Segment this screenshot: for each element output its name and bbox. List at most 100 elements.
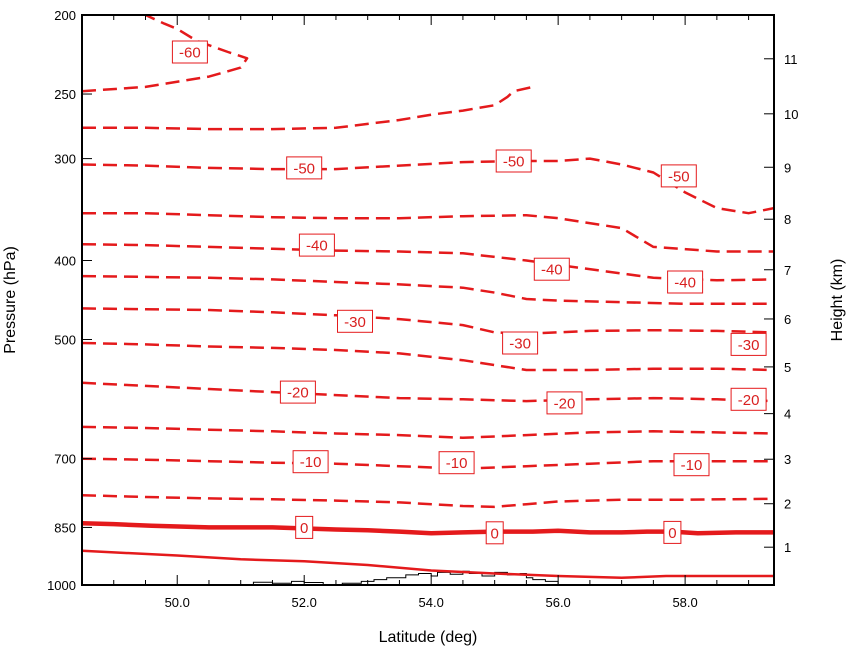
contour-label: -10 (292, 450, 329, 474)
contour-label-box (292, 450, 329, 474)
contour-label: 0 (663, 520, 682, 544)
contour-label-text: -50 (293, 160, 315, 177)
contour-line (82, 211, 774, 253)
contour-label-text: -60 (179, 45, 201, 62)
contour-label-text: -30 (738, 337, 760, 354)
contour-label-box (286, 156, 323, 180)
contour-label-box (730, 387, 767, 411)
contour-line (81, 549, 774, 580)
contour-label-box (533, 257, 570, 281)
y2-tick-label: 9 (784, 160, 791, 175)
contour-label-text: -10 (446, 455, 468, 472)
contour-label-text: -50 (503, 154, 525, 171)
x-tick-label: 56.0 (545, 595, 570, 610)
contour-line (81, 425, 775, 440)
y-tick-label: 200 (54, 8, 76, 23)
contour-line (81, 307, 775, 336)
contour-label: 0 (485, 521, 504, 545)
plot-frame (81, 14, 775, 586)
contour-label: -50 (495, 149, 532, 173)
contour-label-text: -40 (674, 275, 696, 292)
contour-label-box (660, 164, 697, 188)
contour-label-box (546, 391, 583, 415)
contour-label: -20 (279, 380, 316, 404)
contour-line (81, 457, 774, 470)
y-tick-label: 250 (54, 87, 76, 102)
contour-label-box (171, 40, 208, 64)
contour-label-text: -50 (668, 168, 690, 185)
y2-tick-label: 11 (784, 52, 798, 67)
contour-label-box (298, 233, 335, 257)
contour-label-text: -10 (300, 454, 322, 471)
y2-tick-label: 4 (784, 407, 791, 422)
contour-line (81, 381, 775, 403)
x-tick-label: 52.0 (292, 595, 317, 610)
y-tick-label: 700 (54, 452, 76, 467)
contour-label-box (673, 453, 710, 477)
contour-line (82, 85, 534, 131)
contour-lines (81, 13, 775, 580)
contour-label-text: 0 (300, 520, 308, 537)
contour-label: -20 (730, 387, 767, 411)
contour-line (81, 157, 775, 215)
contour-label-box (730, 332, 767, 356)
contour-label-text: 0 (668, 525, 676, 542)
contour-label-box (663, 520, 682, 544)
contour-label-box (438, 451, 475, 475)
x-axis: 50.0 52.0 54.0 56.0 58.0 (113, 15, 750, 610)
contour-label: -10 (673, 453, 710, 477)
contour-line (81, 493, 775, 509)
y2-tick-label: 10 (784, 107, 798, 122)
contour-label-box (502, 331, 539, 355)
contour-label-text: -20 (738, 392, 760, 409)
contour-label: -50 (660, 164, 697, 188)
contour-label-text: -20 (554, 395, 576, 412)
contour-label: -30 (730, 332, 767, 356)
y-tick-label: 500 (54, 333, 76, 348)
contour-line (81, 341, 775, 372)
contour-line (81, 274, 774, 306)
y2-tick-label: 7 (784, 263, 791, 278)
y-axis-title: Pressure (hPa) (2, 246, 19, 354)
contour-label: -60 (171, 40, 208, 64)
y2-tick-label: 8 (784, 212, 791, 227)
contour-label: -20 (546, 391, 583, 415)
y-tick-label: 300 (54, 152, 76, 167)
contour-label: -10 (438, 451, 475, 475)
y2-tick-label: 6 (784, 312, 791, 327)
y2-tick-label: 5 (784, 360, 791, 375)
contour-line (81, 13, 249, 93)
contour-labels: -60 -50 -50 -50 -40 -40 -40 -30 -30 -30 -20 -20 -20 -… (171, 40, 767, 545)
contour-label: -30 (502, 331, 539, 355)
contour-label: 0 (295, 515, 314, 539)
y-tick-label: 400 (54, 253, 76, 268)
contour-label-text: -40 (541, 262, 563, 279)
contour-label-text: -10 (681, 457, 703, 474)
contour-line (81, 242, 775, 282)
contour-label-text: -40 (306, 238, 328, 255)
contour-label: -40 (533, 257, 570, 281)
contour-label-text: 0 (491, 525, 499, 542)
contour-label-text: -20 (287, 385, 309, 402)
y-axis-right: 1 2 3 4 5 6 7 8 9 10 11 (764, 52, 798, 555)
contour-label-box (279, 380, 316, 404)
contour-label-box (485, 521, 504, 545)
contour-label-box (495, 149, 532, 173)
y-tick-label: 850 (54, 520, 76, 535)
y-tick-label: 1000 (47, 578, 76, 593)
y2-tick-label: 2 (784, 497, 791, 512)
contour-label-text: -30 (509, 336, 531, 353)
contour-label: -40 (667, 270, 704, 294)
x-tick-label: 58.0 (672, 595, 697, 610)
contour-label: -40 (298, 233, 335, 257)
y2-tick-label: 1 (784, 540, 791, 555)
y2-axis-title: Height (km) (829, 259, 846, 342)
contour-label: -30 (337, 309, 373, 333)
contour-label-text: -30 (344, 314, 366, 331)
x-axis-title: Latitude (deg) (379, 629, 478, 646)
contour-label-box (337, 309, 373, 333)
contour-label: -50 (286, 156, 323, 180)
x-tick-label: 54.0 (419, 595, 444, 610)
y-axis-left: 200 250 300 400 500 700 850 1000 (47, 8, 92, 593)
